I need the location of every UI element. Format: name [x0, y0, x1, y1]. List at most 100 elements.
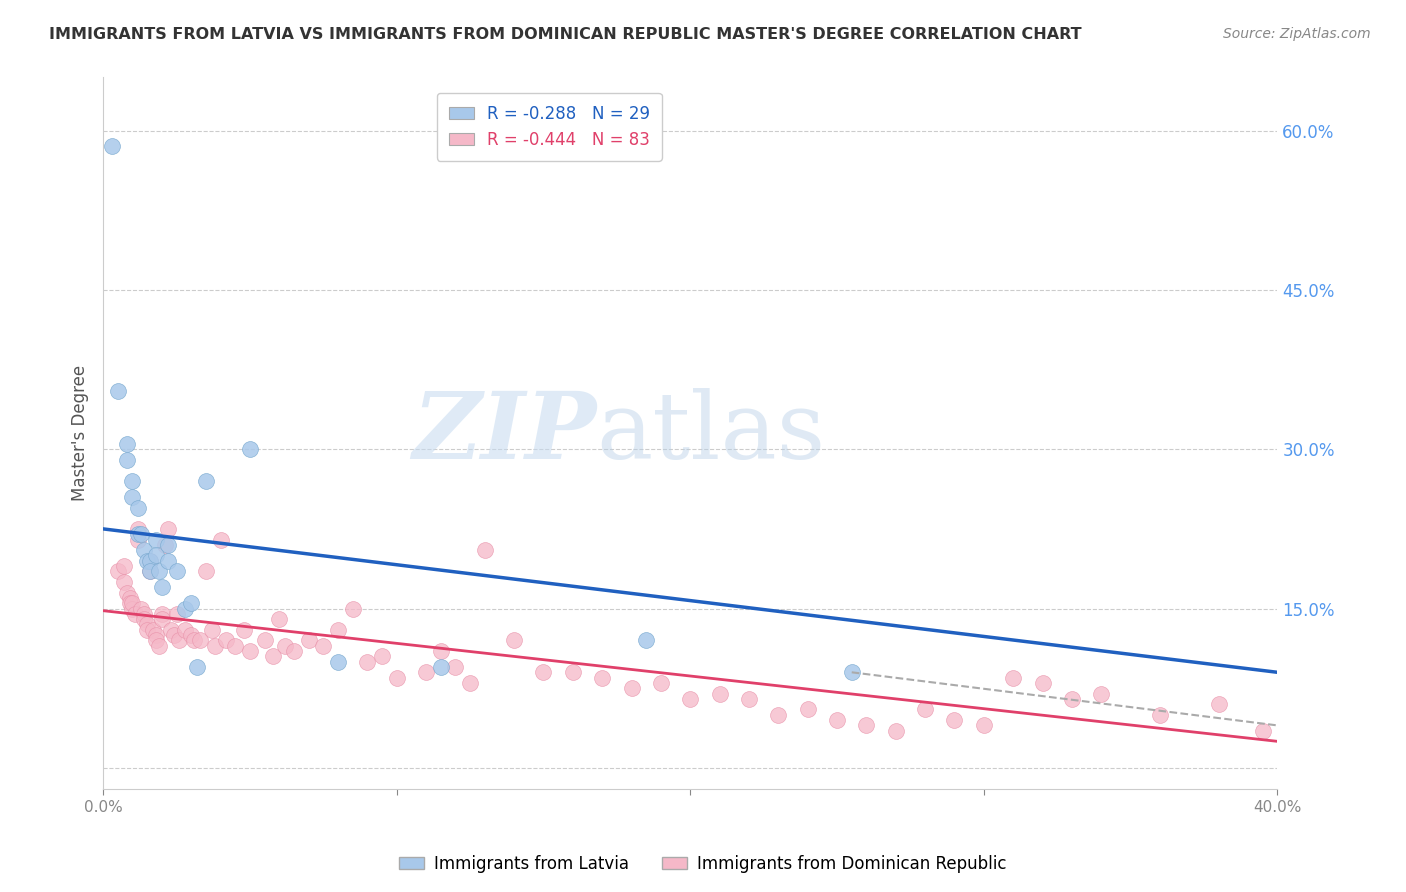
Immigrants from Latvia: [150, 580, 173, 594]
Immigrants from Dominican Republic: [444, 660, 467, 674]
Immigrants from Dominican Republic: [262, 649, 284, 664]
Immigrants from Dominican Republic: [253, 633, 276, 648]
Immigrants from Dominican Republic: [503, 633, 526, 648]
Immigrants from Dominican Republic: [855, 718, 877, 732]
Immigrants from Latvia: [129, 527, 152, 541]
Immigrants from Dominican Republic: [150, 612, 173, 626]
Immigrants from Dominican Republic: [112, 574, 135, 589]
Immigrants from Dominican Republic: [1002, 671, 1025, 685]
Immigrants from Dominican Republic: [825, 713, 848, 727]
Immigrants from Dominican Republic: [274, 639, 297, 653]
Immigrants from Dominican Republic: [973, 718, 995, 732]
Immigrants from Dominican Republic: [283, 644, 305, 658]
Immigrants from Latvia: [127, 500, 149, 515]
Immigrants from Dominican Republic: [326, 623, 349, 637]
Immigrants from Latvia: [121, 490, 143, 504]
Immigrants from Latvia: [166, 565, 188, 579]
Immigrants from Latvia: [115, 437, 138, 451]
Immigrants from Dominican Republic: [127, 522, 149, 536]
Immigrants from Dominican Republic: [1090, 687, 1112, 701]
Immigrants from Dominican Republic: [121, 596, 143, 610]
Immigrants from Latvia: [174, 601, 197, 615]
Immigrants from Dominican Republic: [312, 639, 335, 653]
Immigrants from Dominican Republic: [1251, 723, 1274, 738]
Immigrants from Dominican Republic: [679, 691, 702, 706]
Legend: Immigrants from Latvia, Immigrants from Dominican Republic: Immigrants from Latvia, Immigrants from …: [392, 848, 1014, 880]
Immigrants from Dominican Republic: [136, 623, 159, 637]
Text: Source: ZipAtlas.com: Source: ZipAtlas.com: [1223, 27, 1371, 41]
Immigrants from Dominican Republic: [269, 612, 291, 626]
Immigrants from Dominican Republic: [768, 707, 790, 722]
Immigrants from Dominican Republic: [121, 601, 143, 615]
Immigrants from Dominican Republic: [209, 533, 232, 547]
Immigrants from Dominican Republic: [1208, 697, 1230, 711]
Immigrants from Dominican Republic: [709, 687, 731, 701]
Immigrants from Latvia: [180, 596, 202, 610]
Immigrants from Dominican Republic: [224, 639, 246, 653]
Immigrants from Dominican Republic: [738, 691, 761, 706]
Immigrants from Latvia: [429, 660, 451, 674]
Immigrants from Dominican Republic: [129, 601, 152, 615]
Immigrants from Latvia: [194, 474, 217, 488]
Immigrants from Latvia: [101, 139, 124, 153]
Immigrants from Dominican Republic: [591, 671, 613, 685]
Immigrants from Dominican Republic: [1031, 676, 1053, 690]
Immigrants from Dominican Republic: [159, 623, 181, 637]
Immigrants from Latvia: [145, 549, 167, 563]
Immigrants from Latvia: [121, 474, 143, 488]
Immigrants from Dominican Republic: [650, 676, 672, 690]
Immigrants from Dominican Republic: [145, 628, 167, 642]
Immigrants from Latvia: [134, 543, 156, 558]
Immigrants from Dominican Republic: [183, 633, 205, 648]
Immigrants from Dominican Republic: [204, 639, 226, 653]
Text: ZIP: ZIP: [412, 388, 596, 478]
Immigrants from Dominican Republic: [884, 723, 907, 738]
Immigrants from Latvia: [148, 565, 170, 579]
Immigrants from Dominican Republic: [166, 607, 188, 621]
Immigrants from Dominican Republic: [943, 713, 966, 727]
Immigrants from Dominican Republic: [188, 633, 211, 648]
Immigrants from Latvia: [139, 554, 162, 568]
Immigrants from Latvia: [156, 554, 179, 568]
Immigrants from Dominican Republic: [150, 607, 173, 621]
Immigrants from Dominican Republic: [215, 633, 238, 648]
Immigrants from Dominican Republic: [458, 676, 481, 690]
Immigrants from Dominican Republic: [1149, 707, 1171, 722]
Immigrants from Latvia: [186, 660, 208, 674]
Immigrants from Dominican Republic: [136, 617, 159, 632]
Immigrants from Dominican Republic: [180, 628, 202, 642]
Immigrants from Dominican Republic: [429, 644, 451, 658]
Legend: R = -0.288   N = 29, R = -0.444   N = 83: R = -0.288 N = 29, R = -0.444 N = 83: [437, 93, 662, 161]
Immigrants from Dominican Republic: [239, 644, 262, 658]
Immigrants from Dominican Republic: [561, 665, 583, 680]
Immigrants from Dominican Republic: [134, 607, 156, 621]
Immigrants from Dominican Republic: [142, 623, 165, 637]
Immigrants from Dominican Republic: [174, 623, 197, 637]
Immigrants from Dominican Republic: [356, 655, 378, 669]
Immigrants from Dominican Republic: [127, 533, 149, 547]
Immigrants from Dominican Republic: [1060, 691, 1083, 706]
Immigrants from Latvia: [841, 665, 863, 680]
Immigrants from Dominican Republic: [145, 633, 167, 648]
Immigrants from Dominican Republic: [194, 565, 217, 579]
Immigrants from Dominican Republic: [201, 623, 224, 637]
Immigrants from Dominican Republic: [156, 522, 179, 536]
Immigrants from Dominican Republic: [124, 607, 146, 621]
Immigrants from Dominican Republic: [115, 585, 138, 599]
Immigrants from Latvia: [239, 442, 262, 457]
Immigrants from Dominican Republic: [533, 665, 555, 680]
Immigrants from Dominican Republic: [139, 565, 162, 579]
Immigrants from Dominican Republic: [474, 543, 496, 558]
Immigrants from Dominican Republic: [233, 623, 256, 637]
Text: IMMIGRANTS FROM LATVIA VS IMMIGRANTS FROM DOMINICAN REPUBLIC MASTER'S DEGREE COR: IMMIGRANTS FROM LATVIA VS IMMIGRANTS FRO…: [49, 27, 1081, 42]
Text: atlas: atlas: [596, 388, 825, 478]
Immigrants from Dominican Republic: [415, 665, 437, 680]
Immigrants from Dominican Republic: [162, 628, 184, 642]
Immigrants from Latvia: [139, 565, 162, 579]
Immigrants from Latvia: [127, 527, 149, 541]
Immigrants from Dominican Republic: [118, 596, 141, 610]
Immigrants from Latvia: [145, 533, 167, 547]
Immigrants from Dominican Republic: [112, 559, 135, 574]
Immigrants from Dominican Republic: [118, 591, 141, 605]
Immigrants from Dominican Republic: [620, 681, 643, 696]
